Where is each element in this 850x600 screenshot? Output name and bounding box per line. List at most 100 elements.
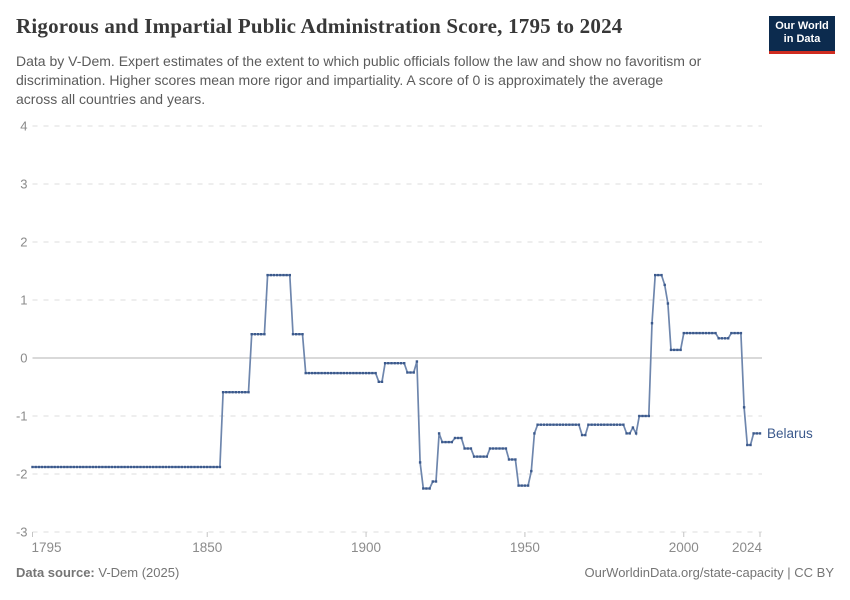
data-point-marker [517, 484, 520, 487]
data-point-marker [136, 465, 139, 469]
data-point-marker [742, 406, 746, 409]
data-point-marker [253, 333, 257, 336]
data-point-marker [479, 455, 482, 458]
data-point-marker [288, 273, 291, 277]
data-point-marker [383, 362, 387, 365]
data-point-marker [377, 380, 380, 383]
data-point-marker [619, 423, 622, 426]
data-point-marker [342, 371, 345, 375]
data-point-marker [133, 465, 136, 469]
data-point-marker [129, 465, 133, 469]
data-point-marker [282, 273, 285, 277]
data-point-marker [180, 465, 183, 469]
data-point-marker [584, 433, 587, 437]
data-point-marker [206, 465, 209, 469]
data-point-marker [158, 465, 161, 469]
data-point-marker [85, 465, 88, 469]
data-point-marker [307, 371, 311, 375]
data-point-marker [609, 423, 612, 426]
data-point-marker [679, 348, 682, 352]
data-point-marker [577, 423, 581, 426]
data-point-marker [450, 440, 453, 444]
data-point-marker [66, 465, 69, 469]
data-point-marker [415, 360, 419, 363]
data-point-marker [295, 333, 298, 336]
data-point-marker [75, 465, 79, 469]
data-point-marker [333, 371, 336, 375]
entity-label-belarus: Belarus [767, 426, 813, 441]
data-point-marker [196, 465, 199, 469]
data-point-marker [431, 480, 434, 483]
data-point-marker [549, 423, 552, 426]
data-point-marker [237, 391, 241, 394]
data-point-marker [590, 423, 593, 426]
data-point-marker [739, 331, 743, 335]
subtitle-line-3: across all countries and years. [16, 91, 206, 107]
data-point-marker [279, 273, 282, 277]
data-point-marker [631, 426, 635, 429]
data-point-marker [555, 423, 558, 426]
data-point-marker [183, 465, 187, 469]
data-point-marker [98, 465, 101, 469]
data-point-marker [758, 432, 762, 435]
data-point-marker [104, 465, 107, 469]
data-point-marker [717, 337, 720, 340]
data-point-marker [542, 423, 546, 426]
data-point-marker [177, 465, 180, 469]
data-point-marker [688, 331, 692, 335]
data-point-marker [266, 273, 269, 277]
data-source-value: V-Dem (2025) [94, 565, 180, 580]
x-axis-label: 1795 [32, 540, 62, 555]
data-point-marker [708, 331, 711, 335]
data-point-marker [469, 447, 473, 450]
owid-logo-line1: Our World [775, 20, 829, 32]
data-point-marker [501, 447, 504, 450]
data-point-marker [174, 465, 177, 469]
page-title: Rigorous and Impartial Public Administra… [16, 14, 623, 38]
y-axis-label: 3 [20, 177, 27, 192]
data-point-marker [361, 371, 365, 375]
data-point-marker [355, 371, 358, 375]
data-point-marker [110, 465, 114, 469]
data-point-marker [622, 423, 625, 426]
data-point-marker [171, 465, 174, 469]
data-point-marker [663, 283, 666, 287]
y-axis-label: -1 [16, 409, 28, 424]
data-point-marker [425, 487, 428, 490]
data-point-marker [418, 461, 422, 464]
data-point-marker [565, 423, 568, 426]
subtitle-line-2: discrimination. Higher scores mean more … [16, 72, 664, 88]
data-point-marker [209, 465, 212, 469]
data-point-marker [120, 465, 123, 469]
data-point-marker [491, 447, 495, 450]
credit-link[interactable]: OurWorldinData.org/state-capacity | CC B… [584, 565, 834, 580]
data-point-marker [736, 331, 739, 335]
data-point-marker [371, 371, 374, 375]
data-point-marker [301, 333, 304, 336]
data-point-marker [53, 465, 56, 469]
data-point-marker [504, 447, 508, 450]
data-point-marker [374, 371, 377, 375]
data-point-marker [720, 337, 724, 340]
data-point-marker [698, 331, 701, 335]
data-point-marker [291, 333, 295, 336]
data-point-marker [155, 465, 158, 469]
owid-logo[interactable]: Our World in Data [769, 16, 835, 54]
data-point-marker [275, 273, 279, 277]
data-point-marker [587, 423, 590, 426]
data-point-marker [644, 414, 647, 418]
data-point-marker [412, 371, 415, 374]
data-point-marker [444, 440, 447, 444]
data-point-marker [218, 465, 222, 469]
data-point-marker [628, 432, 631, 435]
data-point-marker [654, 273, 657, 277]
data-point-marker [673, 348, 676, 352]
data-point-marker [44, 465, 47, 469]
data-point-marker [250, 333, 253, 336]
data-point-marker [463, 447, 466, 450]
data-point-marker [59, 465, 63, 469]
data-point-marker [692, 331, 695, 335]
data-line-belarus[interactable] [32, 274, 761, 490]
data-point-marker [107, 465, 110, 469]
